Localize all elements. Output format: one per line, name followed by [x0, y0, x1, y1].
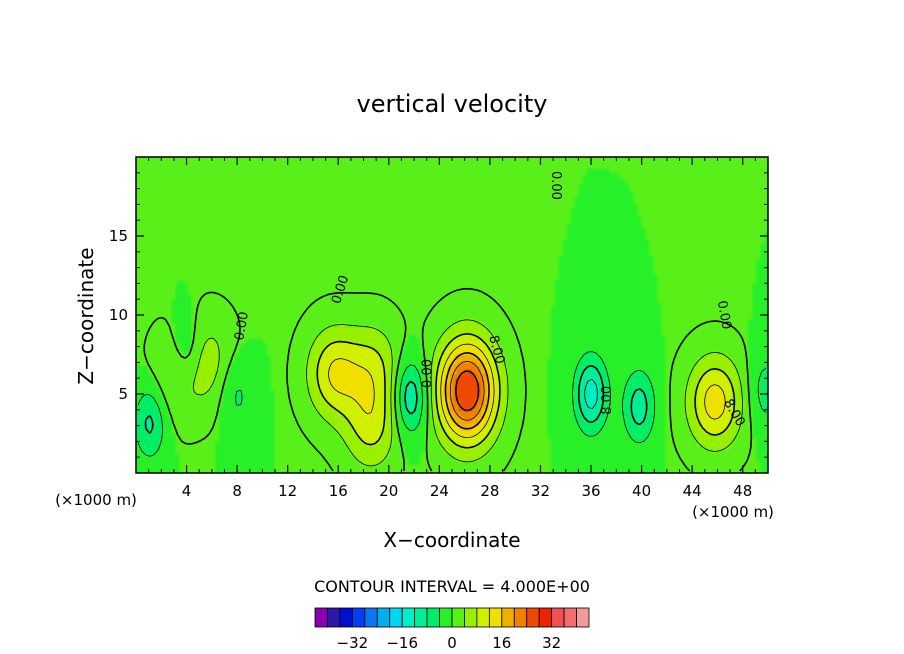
colorbar-tick-label: 16: [492, 634, 511, 652]
contour-line: [144, 365, 648, 434]
colorbar: −32 −16 0 16 32: [314, 607, 590, 652]
x-unit-left: (×1000 m): [55, 491, 137, 509]
colorbar-swatch: [389, 607, 403, 628]
colorbar-swatch: [513, 607, 528, 628]
contour-label: 8.00: [600, 386, 615, 415]
colorbar-swatch: [488, 607, 503, 628]
contour-label: 0.00: [232, 311, 252, 342]
colorbar-swatch: [451, 607, 465, 628]
y-tick-label: 5: [118, 385, 128, 403]
contour-line: [584, 379, 598, 409]
x-tick-label: 12: [278, 482, 297, 500]
colorbar-swatch: [401, 607, 416, 628]
colorbar-swatch: [576, 607, 590, 628]
x-tick-label: 40: [632, 482, 651, 500]
x-tick-label: 32: [531, 482, 550, 500]
contour-label: 0.00: [420, 359, 435, 388]
contour-label: 8.00: [485, 334, 507, 366]
x-tick-label: 16: [329, 482, 348, 500]
colorbar-swatch: [501, 607, 515, 628]
x-unit-right: (×1000 m): [692, 503, 774, 521]
x-tick-label: 4: [182, 482, 192, 500]
colorbar-swatch: [376, 607, 391, 628]
contour-line: [137, 351, 767, 457]
colorbar-swatch: [364, 607, 378, 628]
colorbar-swatch: [551, 607, 565, 628]
colorbar-swatch: [426, 607, 440, 628]
x-tick-label: 48: [733, 482, 752, 500]
x-tick-label: 36: [581, 482, 600, 500]
colorbar-tick-label: 32: [542, 634, 561, 652]
y-tick-label: 15: [109, 227, 128, 245]
colorbar-swatch: [414, 607, 428, 628]
colorbar-swatch: [314, 607, 328, 628]
colorbar-swatch: [464, 607, 478, 628]
colorbar-swatch: [563, 607, 577, 628]
colorbar-swatch: [526, 607, 540, 628]
contour-line: [316, 333, 736, 449]
x-tick-label: 44: [683, 482, 702, 500]
contour-line: [328, 343, 726, 438]
contour-line: [192, 319, 743, 467]
colorbar-swatch: [538, 607, 553, 628]
colorbar-tick-label: 0: [447, 634, 457, 652]
colorbar-swatch: [351, 607, 366, 628]
colorbar-tick-label: −16: [386, 634, 418, 652]
colorbar-swatch: [439, 607, 453, 628]
x-tick-label: 28: [480, 482, 499, 500]
velocity-field: [136, 157, 768, 473]
y-axis: 5 10 15: [109, 172, 768, 458]
x-tick-label: 8: [232, 482, 242, 500]
contour-line: [143, 287, 753, 472]
y-tick-label: 10: [109, 306, 128, 324]
x-axis-label: X−coordinate: [383, 528, 520, 552]
x-tick-label: 24: [430, 482, 449, 500]
x-axis: 4 8 12 16 20 24 28 32 36 40 44 48: [148, 157, 756, 500]
contour-line: [455, 370, 480, 412]
contour-interval-label: CONTOUR INTERVAL = 4.000E+00: [314, 577, 590, 596]
contour-label: 0.00: [548, 171, 563, 200]
colorbar-swatch: [476, 607, 490, 628]
contour-line: [444, 352, 490, 430]
colorbar-tick-label: −32: [337, 634, 369, 652]
colorbar-swatch: [327, 607, 341, 628]
x-tick-label: 20: [379, 482, 398, 500]
plot-area: 0.000.000.000.008.000.008.008.00: [135, 156, 769, 474]
y-axis-label: Z−coordinate: [74, 247, 98, 384]
chart-title: vertical velocity: [357, 90, 548, 118]
contour-line: [449, 361, 485, 421]
contour-label: 0.00: [714, 299, 734, 330]
colorbar-swatch: [339, 607, 353, 628]
